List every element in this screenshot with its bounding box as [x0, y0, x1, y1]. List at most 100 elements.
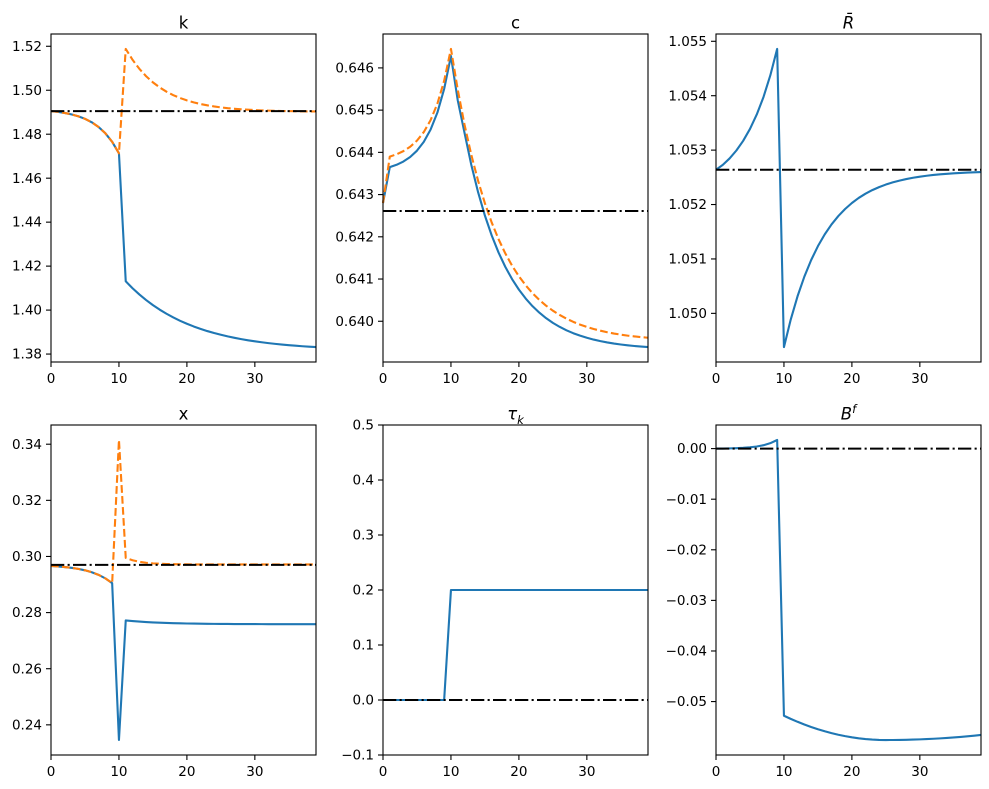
subplot-title-c: c: [383, 6, 648, 33]
y-tick-label: −0.01: [666, 492, 707, 508]
x-tick-label: 30: [246, 764, 263, 780]
y-tick-label: 0.642: [335, 229, 374, 245]
x-tick-label: 0: [712, 764, 721, 780]
title-sup-B-f: f: [852, 402, 857, 416]
x-tick-label: 30: [578, 371, 595, 387]
subplot-title-tau-k: τk: [383, 397, 648, 427]
x-tick-label: 20: [510, 371, 527, 387]
y-tick-label: 1.48: [12, 127, 42, 143]
y-tick-label: 0.32: [12, 493, 42, 509]
y-tick-label: 0.643: [335, 187, 374, 203]
x-tick-label: 0: [47, 371, 56, 387]
subplot-title-R-bar: R̄: [716, 6, 981, 33]
x-tick-label: 20: [178, 371, 195, 387]
subplot-B-f: −0.05 −0.04 −0.03 −0.02 −0.01 0.00 0 10 20 30: [666, 424, 982, 780]
y-tick-label: −0.04: [666, 644, 707, 660]
x-tick-label: 30: [911, 764, 928, 780]
y-tick-label: 0.30: [12, 549, 42, 565]
y-tick-label: 1.053: [668, 143, 707, 159]
y-tick-label: 0.24: [12, 717, 42, 733]
axes-spines: [382, 33, 649, 363]
y-tick-label: 0.0: [353, 693, 374, 709]
series-blue-solid: [381, 55, 649, 349]
subplot-x: 0.24 0.26 0.28 0.30 0.32 0.34 0 10 20 30: [12, 424, 317, 780]
subplot-k: 1.38 1.40 1.42 1.44 1.46 1.48 1.50 1.52 0 10 20 30: [12, 33, 317, 387]
x-tick-label: 20: [843, 764, 860, 780]
title-text-R-bar: R̄: [842, 13, 855, 33]
y-tick-label: 1.055: [668, 34, 707, 50]
y-tick-label: 0.34: [12, 437, 42, 453]
title-text-B-f: B: [840, 404, 853, 424]
axes-spines: [382, 424, 649, 756]
x-tick-label: 20: [178, 764, 195, 780]
y-tick-label: 0.5: [353, 418, 374, 434]
series-blue-solid: [383, 588, 648, 702]
y-tick-label: 0.4: [353, 473, 374, 489]
y-tick-label: 1.052: [668, 197, 707, 213]
y-tick-label: 0.00: [677, 441, 707, 457]
x-tick-label: 0: [712, 371, 721, 387]
subplot-R-bar: 1.050 1.051 1.052 1.053 1.054 1.055 0 10 20 30: [668, 33, 982, 387]
y-tick-label: 0.645: [335, 103, 374, 119]
subplot-tau-k: −0.1 0.0 0.1 0.2 0.3 0.4 0.5 0 10 20 30: [341, 418, 649, 780]
y-tick-label: 1.42: [12, 259, 42, 275]
x-tick-label: 10: [110, 371, 127, 387]
x-tick-label: 30: [578, 764, 595, 780]
subplot-title-x: x: [51, 397, 316, 424]
subplot-c: 0.640 0.641 0.642 0.643 0.644 0.645 0.646 0 10 20…: [335, 33, 649, 387]
y-tick-label: 1.051: [668, 252, 707, 268]
subplot-title-k: k: [51, 6, 316, 33]
y-tick-label: 0.644: [335, 145, 374, 161]
x-tick-label: 10: [442, 764, 459, 780]
y-tick-label: 0.646: [335, 60, 374, 76]
title-text-k: k: [178, 13, 189, 33]
x-tick-label: 10: [110, 764, 127, 780]
y-tick-label: 0.3: [353, 528, 374, 544]
axes-spines: [715, 33, 982, 363]
y-tick-label: 1.40: [12, 303, 42, 319]
y-tick-label: 0.640: [335, 314, 374, 330]
x-tick-label: 10: [775, 371, 792, 387]
title-text-c: c: [510, 13, 521, 33]
x-tick-label: 20: [843, 371, 860, 387]
series-blue-solid: [50, 564, 316, 742]
y-tick-label: 0.2: [353, 583, 374, 599]
y-tick-label: 1.46: [12, 171, 42, 187]
series-orange-dashed: [381, 47, 649, 339]
y-tick-label: −0.02: [666, 542, 707, 558]
title-sub-tau-k: k: [517, 412, 524, 427]
x-tick-label: 10: [442, 371, 459, 387]
y-tick-label: 1.38: [12, 347, 42, 363]
x-tick-label: 10: [775, 764, 792, 780]
x-tick-label: 0: [379, 764, 388, 780]
axes-spines: [50, 33, 317, 363]
y-tick-label: 1.44: [12, 215, 42, 231]
axes-spines: [50, 424, 317, 756]
series-orange-dashed: [50, 438, 316, 585]
y-tick-label: 0.1: [353, 638, 374, 654]
y-tick-label: −0.1: [341, 748, 374, 764]
series-blue-solid: [715, 47, 982, 349]
subplot-title-B-f: Bf: [716, 397, 981, 424]
y-tick-label: 1.50: [12, 83, 42, 99]
y-tick-label: −0.05: [666, 694, 707, 710]
series-blue-solid: [715, 438, 982, 742]
y-tick-label: 1.050: [668, 306, 707, 322]
y-tick-label: 0.26: [12, 661, 42, 677]
axes-spines: [715, 424, 982, 756]
x-tick-label: 30: [246, 371, 263, 387]
y-tick-label: −0.03: [666, 593, 707, 609]
x-tick-label: 0: [379, 371, 388, 387]
y-tick-label: 1.054: [668, 88, 707, 104]
x-tick-label: 30: [911, 371, 928, 387]
x-tick-label: 0: [47, 764, 56, 780]
title-text-x: x: [178, 404, 189, 424]
y-tick-label: 0.641: [335, 272, 374, 288]
y-tick-label: 1.52: [12, 39, 42, 55]
series-blue-solid: [50, 110, 317, 349]
series-orange-dashed: [50, 47, 317, 155]
title-text-tau-k: τ: [507, 404, 518, 424]
y-tick-label: 0.28: [12, 605, 42, 621]
